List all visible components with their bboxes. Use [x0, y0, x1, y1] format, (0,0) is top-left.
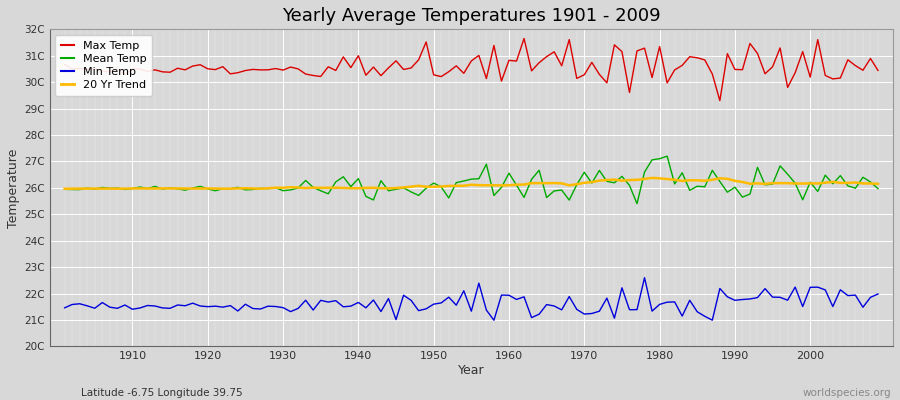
Text: worldspecies.org: worldspecies.org	[803, 388, 891, 398]
X-axis label: Year: Year	[458, 364, 484, 377]
Legend: Max Temp, Mean Temp, Min Temp, 20 Yr Trend: Max Temp, Mean Temp, Min Temp, 20 Yr Tre…	[55, 35, 152, 96]
Title: Yearly Average Temperatures 1901 - 2009: Yearly Average Temperatures 1901 - 2009	[282, 7, 661, 25]
Text: Latitude -6.75 Longitude 39.75: Latitude -6.75 Longitude 39.75	[81, 388, 243, 398]
Y-axis label: Temperature: Temperature	[7, 148, 20, 228]
